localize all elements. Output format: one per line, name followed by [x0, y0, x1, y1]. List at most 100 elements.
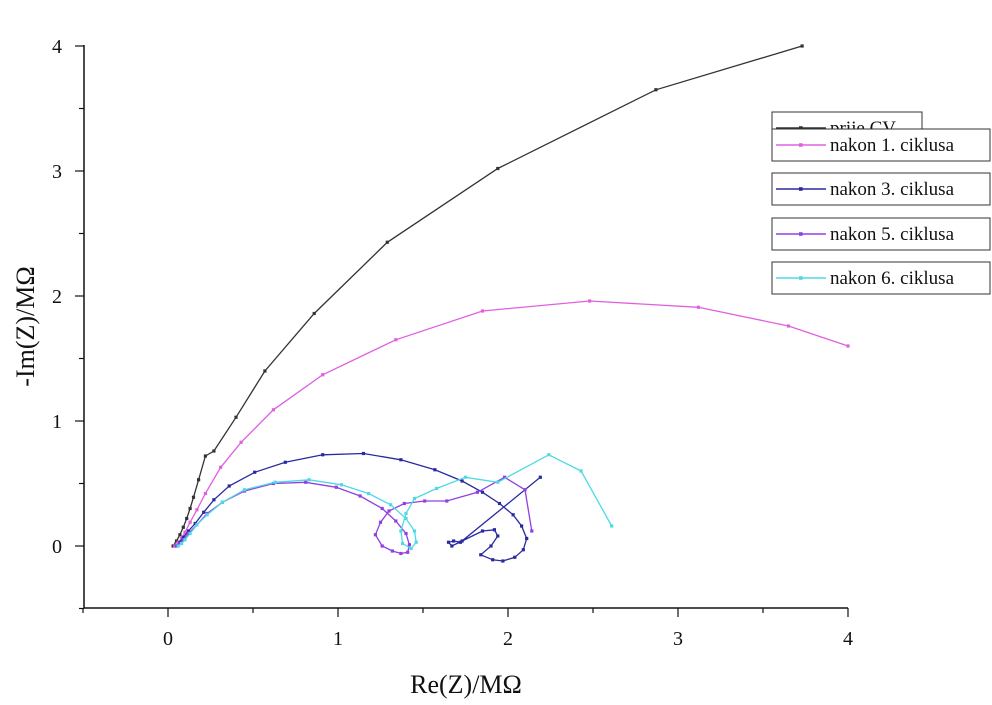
data-point — [387, 509, 391, 513]
series-line — [176, 452, 541, 562]
data-point — [181, 535, 185, 539]
data-point — [176, 540, 180, 544]
data-point — [800, 44, 804, 48]
series-line — [172, 45, 803, 547]
series-line — [177, 454, 613, 550]
data-point — [412, 496, 417, 501]
data-point — [304, 480, 308, 484]
data-point — [460, 479, 464, 483]
data-point — [399, 458, 403, 462]
data-point — [407, 543, 411, 547]
x-tick-label: 0 — [163, 628, 173, 650]
data-point — [401, 541, 405, 546]
data-point — [503, 475, 507, 479]
legend-swatch-marker — [799, 126, 803, 130]
data-point — [212, 498, 216, 502]
legend-item: nakon 6. ciklusa — [771, 261, 991, 295]
data-point — [178, 541, 182, 546]
data-point — [654, 88, 658, 92]
data-point — [273, 480, 277, 484]
data-point — [378, 520, 383, 524]
legend-item: nakon 3. ciklusa — [771, 172, 991, 206]
legend-item: nakon 1. ciklusa — [771, 128, 991, 162]
data-point — [227, 484, 231, 488]
data-point — [385, 240, 389, 244]
data-point — [263, 369, 267, 373]
data-point — [188, 506, 192, 511]
y-tick-label: 4 — [52, 36, 62, 58]
data-point — [530, 529, 534, 533]
axes — [83, 45, 848, 609]
data-point — [491, 558, 495, 562]
data-point — [547, 453, 551, 457]
data-point — [423, 499, 427, 503]
data-point — [446, 540, 451, 544]
data-point — [496, 166, 500, 171]
data-point — [188, 531, 192, 536]
data-point — [492, 528, 496, 532]
data-point — [174, 544, 179, 548]
data-point — [181, 538, 185, 542]
data-point — [307, 478, 311, 482]
data-point — [394, 519, 398, 523]
y-tick-label: 0 — [52, 536, 62, 558]
legend-swatch-marker — [799, 232, 803, 236]
y-axis-label: -Im(Z)/MΩ — [11, 266, 40, 386]
data-point — [475, 490, 479, 494]
series-layer — [171, 44, 850, 563]
data-point — [786, 324, 791, 328]
data-point — [460, 539, 464, 543]
data-point — [501, 559, 505, 563]
data-point — [202, 510, 206, 514]
data-point — [480, 490, 485, 494]
x-tick-label: 3 — [673, 628, 683, 650]
data-point — [203, 454, 207, 458]
series-line — [176, 476, 533, 555]
data-point — [394, 338, 398, 342]
data-point — [181, 525, 185, 529]
data-point — [458, 540, 462, 544]
data-point — [452, 539, 456, 543]
data-point — [321, 453, 325, 457]
data-point — [186, 531, 190, 536]
series-2 — [173, 299, 850, 548]
ticks: 0 1 2 3 4 0 1 2 3 4 — [52, 36, 853, 650]
data-point — [588, 299, 592, 303]
data-point — [176, 544, 180, 548]
data-point — [242, 488, 247, 492]
y-tick-label: 1 — [52, 411, 62, 433]
data-point — [174, 539, 179, 543]
data-point — [463, 475, 468, 479]
data-point — [525, 536, 529, 541]
series-line — [174, 300, 849, 547]
data-point — [496, 534, 500, 538]
data-point — [220, 500, 224, 504]
data-point — [186, 529, 190, 533]
data-point — [195, 523, 199, 527]
data-point — [496, 480, 500, 484]
legend-label: nakon 3. ciklusa — [830, 179, 955, 200]
data-point — [479, 553, 483, 557]
data-point — [183, 530, 187, 534]
data-point — [339, 483, 343, 487]
legend-label: nakon 1. ciklusa — [830, 135, 955, 156]
data-point — [205, 513, 209, 517]
data-point — [234, 415, 238, 419]
data-point — [579, 469, 583, 473]
data-point — [520, 524, 524, 528]
data-point — [480, 309, 485, 313]
data-point — [404, 511, 408, 516]
series-3 — [174, 451, 542, 563]
data-point — [389, 503, 393, 507]
legend-label: nakon 6. ciklusa — [830, 268, 955, 289]
data-point — [188, 520, 192, 524]
data-point — [183, 538, 187, 542]
data-point — [399, 529, 403, 533]
data-point — [497, 501, 502, 506]
data-point — [489, 544, 493, 548]
data-point — [538, 475, 542, 479]
data-point — [610, 524, 614, 528]
data-point — [846, 344, 850, 348]
